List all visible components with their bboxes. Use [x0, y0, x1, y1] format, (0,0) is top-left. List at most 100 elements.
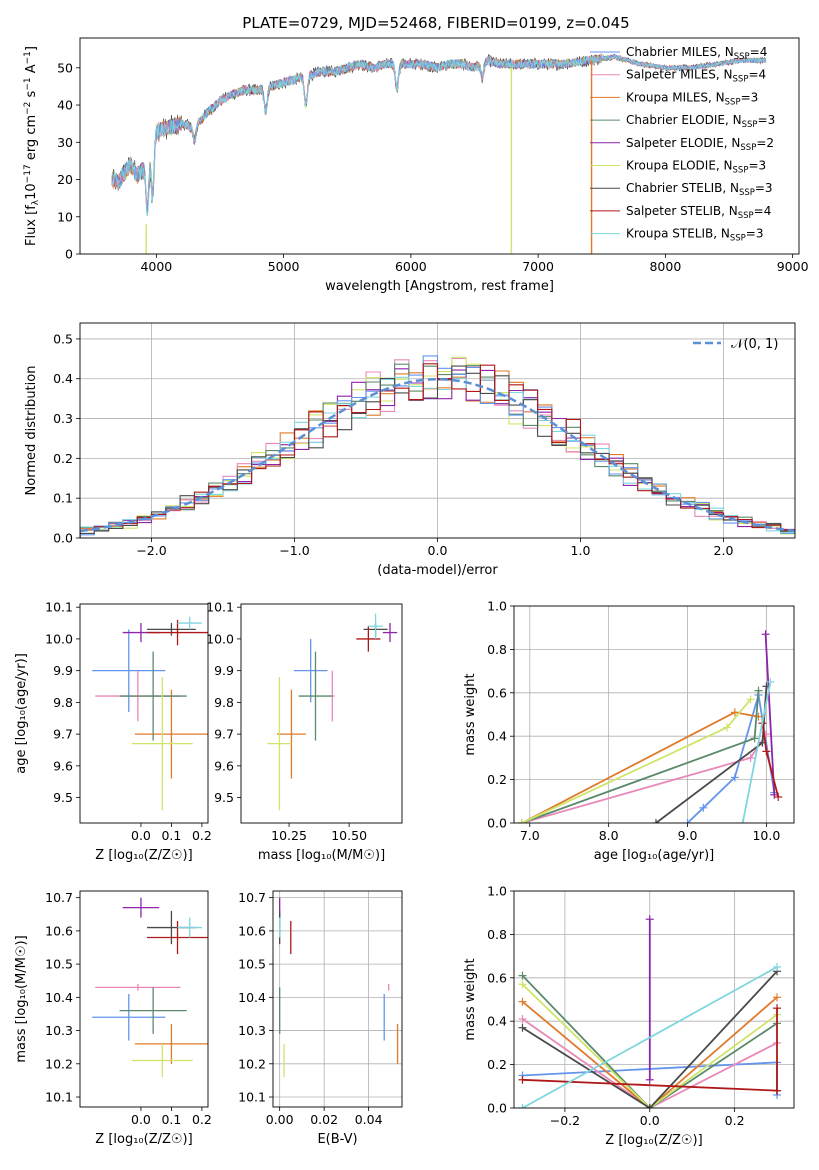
y-tick-label: 9.8 [214, 695, 234, 710]
x-tick-label: 0.1 [161, 828, 181, 843]
weight-line-3 [521, 974, 778, 1108]
axes-mass_vs_Z: 0.0 0.1 0.2 10.1 10.2 10.3 10.4 10.5 10.6 10.7 Z [… [14, 890, 212, 1147]
y-tick-label: 0.2 [53, 451, 73, 466]
axes-spectrum: 4000 5000 6000 7000 8000 9000 0 10 20 30 40 50 wavel… [23, 37, 809, 294]
legend-label: Salpeter MILES, NSSP=4 [626, 68, 766, 85]
legend-sub: SSP [725, 97, 741, 107]
legend-sub: SSP [733, 166, 749, 176]
y-tick-label: 0.0 [53, 531, 73, 546]
x-tick-label: −0.2 [550, 1113, 580, 1128]
y-tick-label: 9.9 [214, 663, 234, 678]
y-axis-label: age [log₁₀(age/yr)] [14, 653, 29, 774]
x-axis-label: Z [log₁₀(Z/Z☉)] [605, 1133, 702, 1148]
x-tick-label: 0.0 [640, 1113, 660, 1128]
y-tick-label: 10.1 [206, 600, 234, 615]
legend-text: Salpeter MILES, N [626, 68, 733, 82]
histogram-7 [80, 363, 795, 538]
legend-label: Chabrier MILES, NSSP=4 [626, 45, 767, 62]
x-tick-label: 0.2 [192, 828, 212, 843]
x-tick-label: 7.0 [520, 828, 540, 843]
y-tick-label: 0.4 [487, 1014, 507, 1029]
y-tick-label: 9.7 [214, 727, 234, 742]
x-tick-label: 9000 [777, 259, 809, 274]
y-axis-label: mass weight [463, 958, 478, 1040]
y-label-part: −2 [23, 102, 33, 115]
y-tick-label: 10.7 [238, 890, 266, 905]
y-tick-label: 10.0 [206, 631, 234, 646]
x-tick-label: 0.1 [161, 1112, 181, 1127]
y-label-part: −1 [23, 77, 33, 90]
x-tick-label: 9.0 [678, 828, 698, 843]
plot-area-residuals [80, 323, 795, 538]
x-axis-label: (data-model)/error [377, 563, 498, 578]
legend-text: Salpeter STELIB, N [626, 204, 738, 218]
x-tick-label: 2.0 [714, 543, 734, 558]
legend-count: =3 [748, 159, 766, 173]
y-tick-label: 9.6 [53, 758, 73, 773]
x-tick-label: 0.2 [725, 1113, 745, 1128]
y-tick-label: 0.1 [53, 491, 73, 506]
spectrum-line-8 [111, 54, 767, 217]
y-tick-label: 10.1 [45, 1090, 73, 1105]
plot-area-weight_vs_Z [514, 891, 794, 1108]
y-tick-label: 0.8 [487, 927, 507, 942]
x-tick-label: 1.0 [571, 543, 591, 558]
legend-sub: SSP [734, 52, 750, 62]
y-axis-label: mass [log₁₀(M/M☉)] [14, 935, 29, 1062]
x-tick-label: 10.25 [271, 828, 307, 843]
axes-frame [79, 603, 209, 824]
y-tick-label: 0.2 [487, 1057, 507, 1072]
y-tick-label: 10.4 [45, 990, 73, 1005]
y-tick-label: 0.0 [487, 1101, 507, 1116]
legend-count: =3 [758, 113, 776, 127]
weight-line-6 [522, 970, 778, 1108]
x-tick-label: 0.0 [131, 1112, 151, 1127]
x-tick-label: −2.0 [136, 543, 166, 558]
weight-line-8 [741, 681, 772, 823]
legend-sub: SSP [742, 120, 758, 130]
legend-sub: SSP [733, 75, 749, 85]
legend-label: Chabrier STELIB, NSSP=3 [626, 181, 773, 198]
legend-text: Chabrier STELIB, N [626, 181, 739, 195]
x-tick-label: 5000 [268, 259, 300, 274]
x-axis-label: wavelength [Angstrom, rest frame] [325, 279, 554, 294]
y-tick-label: 0.8 [487, 642, 507, 657]
y-tick-label: 0.6 [487, 970, 507, 985]
legend-text: Kroupa STELIB, N [626, 227, 730, 241]
axes-frame [79, 890, 209, 1108]
y-label-part: ] [24, 46, 39, 51]
legend-sub: SSP [740, 143, 756, 153]
y-tick-label: 10.4 [238, 990, 266, 1005]
x-tick-label: 8.0 [599, 828, 619, 843]
y-label-part: 10 [24, 183, 39, 200]
x-tick-label: 8000 [649, 259, 681, 274]
legend-count: =3 [741, 90, 759, 104]
legend-label: Kroupa MILES, NSSP=3 [626, 90, 758, 107]
x-tick-label: 0.0 [131, 828, 151, 843]
y-label-part: A [24, 64, 39, 77]
x-tick-label: 7000 [522, 259, 554, 274]
y-tick-label: 9.8 [53, 695, 73, 710]
weight-line-3 [521, 690, 760, 823]
x-tick-label: 10.0 [752, 828, 780, 843]
y-tick-label: 10.2 [238, 1056, 266, 1071]
x-tick-label: 0.04 [355, 1112, 383, 1127]
x-axis-label: Z [log₁₀(Z/Z☉)] [95, 848, 192, 863]
legend-label: Kroupa STELIB, NSSP=3 [626, 227, 764, 244]
weight-line-5 [521, 983, 778, 1108]
y-tick-label: 10.1 [45, 600, 73, 615]
legend-text: Chabrier ELODIE, N [626, 113, 742, 127]
plot-area-mass_vs_Z [92, 897, 208, 1078]
y-tick-label: 10.0 [45, 631, 73, 646]
plot-area-mass_vs_ebv [273, 891, 402, 1107]
legend-count: =3 [746, 227, 764, 241]
legend-label: Kroupa ELODIE, NSSP=3 [626, 159, 766, 176]
y-tick-label: 10.7 [45, 890, 73, 905]
x-tick-label: 4000 [140, 259, 172, 274]
plot-area-weight_vs_age [514, 606, 794, 823]
weight-line-1 [521, 1018, 778, 1108]
legend-count: =2 [756, 136, 774, 150]
x-axis-label: E(B-V) [317, 1132, 357, 1147]
weight-line-8 [522, 966, 778, 1108]
x-tick-label: 0.2 [192, 1112, 212, 1127]
